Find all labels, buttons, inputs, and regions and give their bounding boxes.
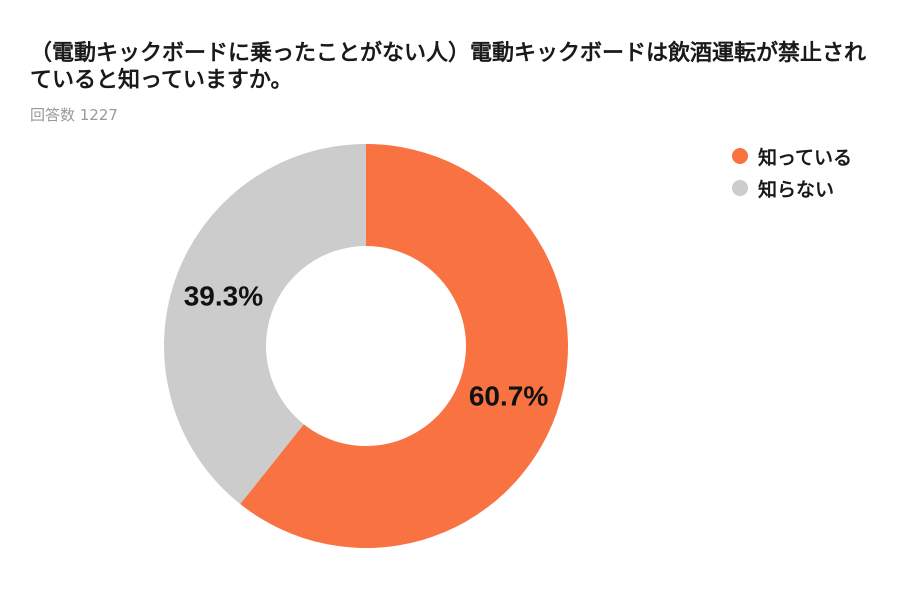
response-count: 回答数 1227 — [30, 106, 118, 124]
legend: 知っている 知らない — [732, 140, 852, 204]
legend-label-know: 知っている — [758, 146, 853, 169]
legend-label-not-know: 知らない — [758, 178, 835, 201]
chart-title: （電動キックボードに乗ったことがない人）電動キックボードは飲酒運転が禁止されてい… — [30, 41, 867, 93]
slice-know — [240, 144, 568, 548]
legend-swatch-not-know — [732, 180, 748, 196]
slice-label-not-know: 39.3% — [184, 281, 263, 312]
slice-label-know: 60.7% — [469, 380, 548, 411]
legend-item-know: 知っている — [732, 140, 852, 172]
slice-not-know — [163, 144, 366, 505]
legend-item-not-know: 知らない — [732, 172, 852, 204]
legend-swatch-know — [732, 148, 748, 164]
